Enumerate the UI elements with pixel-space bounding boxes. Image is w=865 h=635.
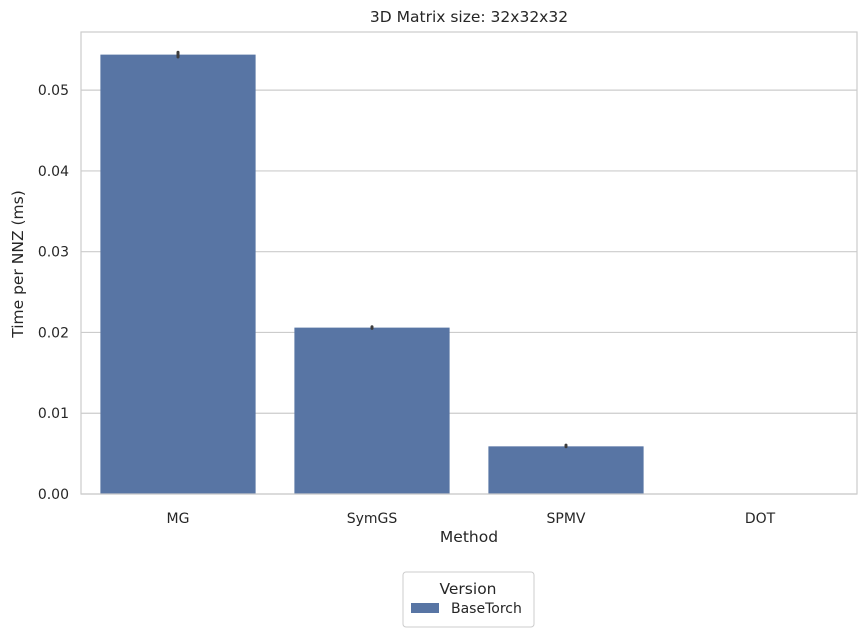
y-tick-labels: 0.00 0.01 0.02 0.03 0.04 0.05 (38, 83, 69, 503)
legend-title: Version (440, 580, 497, 598)
x-tick-label: MG (167, 511, 190, 527)
bar-spmv (488, 446, 644, 494)
x-tick-label: SymGS (347, 511, 398, 527)
plot-frame (80, 31, 858, 495)
y-tick-label: 0.01 (38, 406, 69, 422)
y-tick-label: 0.02 (38, 325, 69, 341)
legend-swatch (411, 603, 439, 613)
legend: Version BaseTorch (402, 571, 535, 628)
y-tick-label: 0.00 (38, 487, 69, 503)
y-axis-label: Time per NNZ (ms) (9, 190, 27, 339)
legend-label-basetorch: BaseTorch (451, 601, 522, 617)
bar-symgs (294, 327, 450, 494)
x-tick-label: SPMV (547, 511, 586, 527)
x-axis-label: Method (440, 528, 498, 546)
error-bars (176, 50, 568, 449)
bar-mg (100, 54, 256, 494)
legend-frame (402, 571, 535, 628)
x-tick-labels: MG SymGS SPMV DOT (167, 511, 776, 527)
y-tick-label: 0.05 (38, 83, 69, 99)
bars (100, 54, 644, 494)
x-tick-label: DOT (745, 511, 776, 527)
chart-title: 3D Matrix size: 32x32x32 (370, 8, 568, 26)
y-tick-label: 0.04 (38, 164, 69, 180)
y-tick-label: 0.03 (38, 245, 69, 261)
